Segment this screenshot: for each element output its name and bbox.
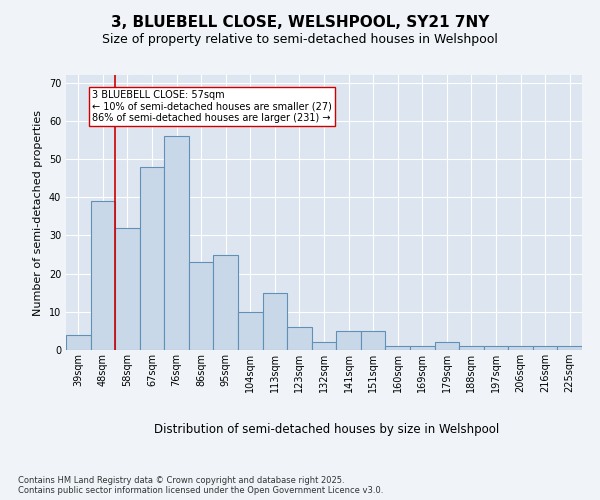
Bar xyxy=(508,346,533,350)
Bar xyxy=(533,346,557,350)
Bar xyxy=(459,346,484,350)
Text: Contains HM Land Registry data © Crown copyright and database right 2025.
Contai: Contains HM Land Registry data © Crown c… xyxy=(18,476,383,495)
Bar xyxy=(557,346,582,350)
Bar xyxy=(287,327,312,350)
Text: 3 BLUEBELL CLOSE: 57sqm
← 10% of semi-detached houses are smaller (27)
86% of se: 3 BLUEBELL CLOSE: 57sqm ← 10% of semi-de… xyxy=(92,90,332,124)
Bar xyxy=(484,346,508,350)
Bar xyxy=(164,136,189,350)
Bar xyxy=(434,342,459,350)
Bar xyxy=(214,254,238,350)
Bar xyxy=(189,262,214,350)
Bar xyxy=(385,346,410,350)
Bar xyxy=(410,346,434,350)
Bar xyxy=(91,201,115,350)
Bar xyxy=(361,331,385,350)
Bar xyxy=(140,166,164,350)
Bar xyxy=(66,334,91,350)
Text: 3, BLUEBELL CLOSE, WELSHPOOL, SY21 7NY: 3, BLUEBELL CLOSE, WELSHPOOL, SY21 7NY xyxy=(111,15,489,30)
Y-axis label: Number of semi-detached properties: Number of semi-detached properties xyxy=(33,110,43,316)
Text: Size of property relative to semi-detached houses in Welshpool: Size of property relative to semi-detach… xyxy=(102,32,498,46)
Bar xyxy=(263,292,287,350)
Bar xyxy=(336,331,361,350)
Text: Distribution of semi-detached houses by size in Welshpool: Distribution of semi-detached houses by … xyxy=(154,422,500,436)
Bar xyxy=(312,342,336,350)
Bar xyxy=(238,312,263,350)
Bar xyxy=(115,228,140,350)
